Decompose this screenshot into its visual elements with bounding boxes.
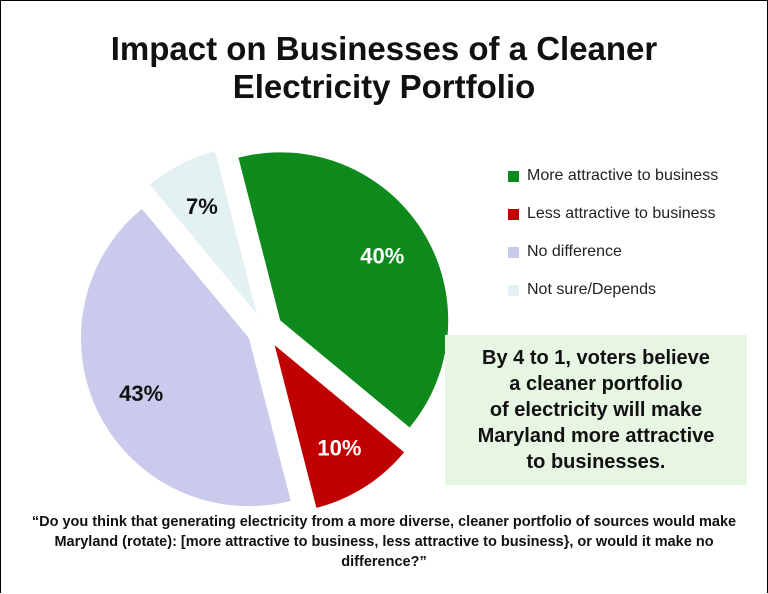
pie-data-label: 40%: [360, 244, 404, 269]
legend-label: No difference: [527, 243, 622, 260]
pie-slice-more-attractive-to-business: [238, 152, 449, 428]
legend-label: Less attractive to business: [527, 205, 716, 222]
chart-title: Impact on Businesses of a Cleaner Electr…: [0, 30, 768, 106]
pie-data-label: 7%: [186, 194, 218, 219]
legend-swatch: [508, 171, 519, 182]
pie-slice-not-sure-depends: [149, 151, 257, 314]
survey-question-footnote: “Do you think that generating electricit…: [31, 514, 737, 570]
legend-swatch: [508, 247, 519, 258]
callout-text: By 4 to 1, voters believe a cleaner port…: [477, 347, 715, 473]
title-line-2: Electricity Portfolio: [232, 68, 536, 105]
pie-slice-less-attractive-to-business: [274, 345, 405, 508]
pie-slice-no-difference: [80, 208, 291, 507]
callout-box: By 4 to 1, voters believe a cleaner port…: [445, 335, 747, 485]
legend-label: More attractive to business: [527, 167, 719, 184]
title-line-1: Impact on Businesses of a Cleaner: [110, 30, 658, 67]
legend-label: Not sure/Depends: [527, 281, 656, 298]
legend-swatch: [508, 285, 519, 296]
legend-swatch: [508, 209, 519, 220]
pie-data-label: 10%: [317, 435, 361, 460]
pie-data-label: 43%: [119, 381, 163, 406]
